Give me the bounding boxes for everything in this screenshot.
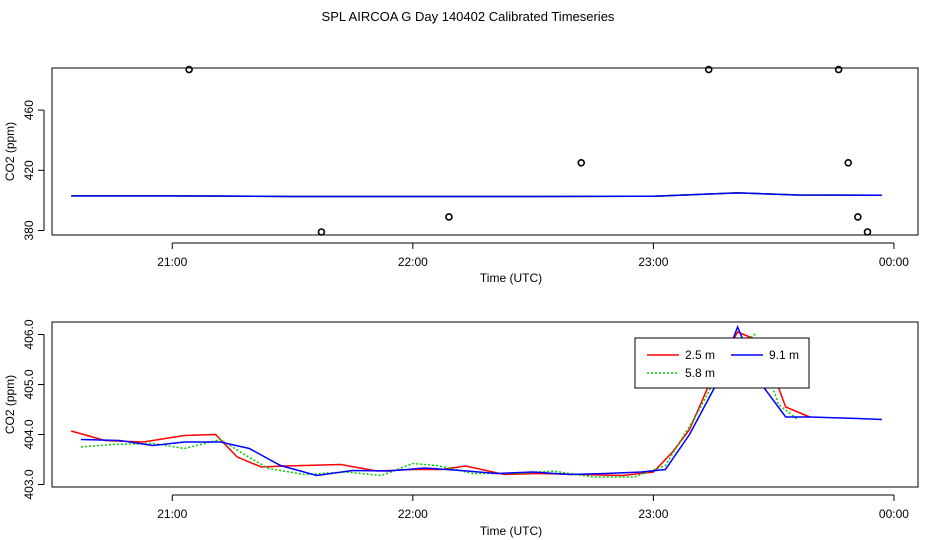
x-tick-label: 00:00 [879, 255, 909, 269]
plot-panel-2: 21:00 22:00 23:00 00:00 403.0 404.0 405.0 406.0… [3, 319, 919, 538]
y-tick-label: 404.0 [22, 419, 36, 449]
data-point [844, 158, 853, 167]
x-tick-label: 23:00 [638, 255, 668, 269]
x-tick-label: 23:00 [638, 507, 668, 521]
y-axis-title: CO2 (ppm) [3, 375, 17, 434]
legend-box [634, 337, 810, 389]
y-tick-label: 380 [22, 220, 36, 240]
x-tick-label: 22:00 [398, 255, 428, 269]
data-point [185, 65, 193, 74]
legend-label: 2.5 m [685, 348, 715, 362]
data-point [704, 65, 713, 74]
y-tick-label: 405.0 [22, 369, 36, 399]
data-point [577, 158, 586, 167]
x-tick-label: 21:00 [157, 255, 187, 269]
chart-title: SPL AIRCOA G Day 140402 Calibrated Times… [321, 9, 615, 24]
series-line-3 [71, 192, 882, 198]
y-axis-title: CO2 (ppm) [3, 122, 17, 181]
x-tick-label: 00:00 [879, 507, 909, 521]
legend-label: 5.8 m [685, 366, 715, 380]
y-tick-label: 420 [22, 160, 36, 180]
legend-label: 9.1 m [769, 348, 799, 362]
data-point [445, 213, 453, 221]
data-point [854, 213, 862, 221]
x-axis-title: Time (UTC) [480, 271, 542, 285]
plot-panel-1: 21:00 22:00 23:00 00:00 380 420 460 Time (UTC) C… [3, 65, 919, 285]
y-tick-label: 403.0 [22, 469, 36, 499]
x-tick-label: 21:00 [157, 507, 187, 521]
legend: 2.5 m 5.8 m 9.1 m [634, 337, 810, 389]
y-tick-label: 406.0 [22, 319, 36, 349]
data-point [834, 65, 843, 74]
data-point [863, 228, 872, 236]
x-tick-label: 22:00 [398, 507, 428, 521]
plot-frame [51, 67, 919, 236]
x-axis-title: Time (UTC) [480, 524, 542, 538]
y-tick-label: 460 [22, 100, 36, 120]
data-point [317, 228, 326, 236]
plot-frame [51, 321, 919, 488]
